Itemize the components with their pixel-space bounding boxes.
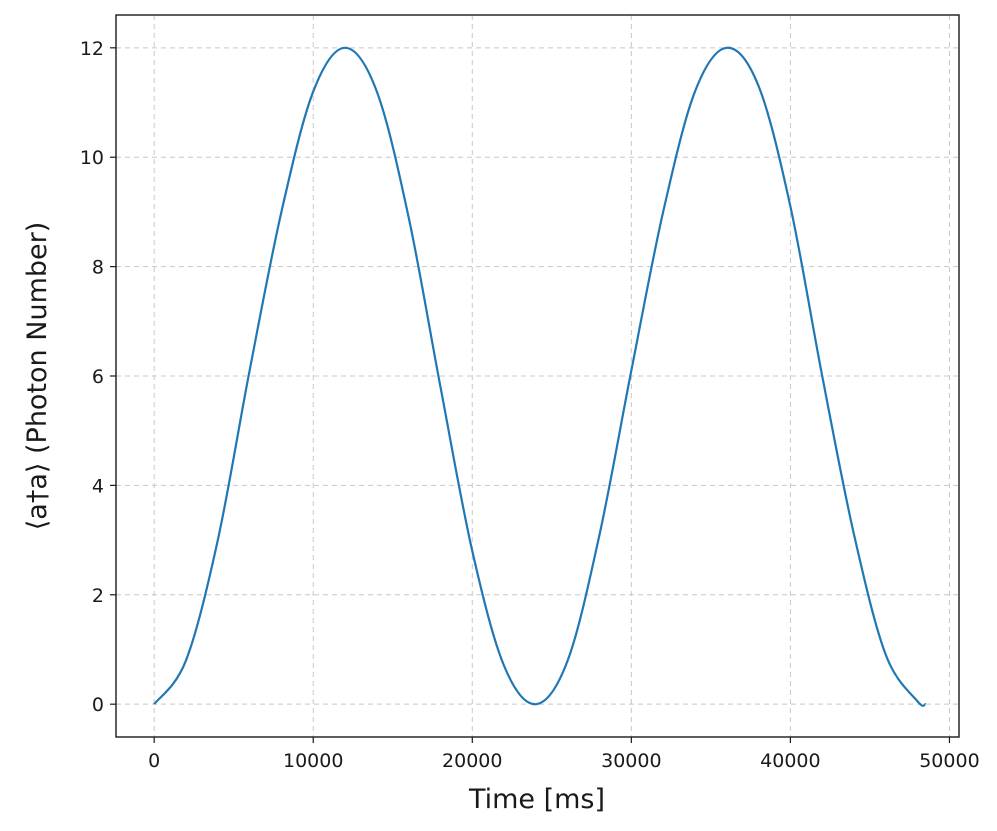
x-tick-label: 30000 [601,750,661,772]
y-tick-label: 4 [92,475,104,497]
x-tick-label: 40000 [760,750,820,772]
x-tick-label: 10000 [283,750,343,772]
x-tick-label: 50000 [919,750,979,772]
series-line [153,46,926,707]
y-tick-label: 0 [92,694,104,716]
y-tick-label: 8 [92,257,104,279]
x-axis: 0 10000 20000 30000 40000 50000 [148,737,980,772]
y-tick-label: 2 [92,585,104,607]
x-axis-label: Time [ms] [468,784,605,815]
y-tick-label: 6 [92,366,104,388]
y-tick-label: 12 [80,38,104,60]
x-tick-label: 0 [148,750,160,772]
y-axis-label: ⟨a†a⟩ (Photon Number) [22,222,53,530]
x-tick-label: 20000 [442,750,502,772]
y-tick-label: 10 [80,147,104,169]
grid [116,15,959,737]
y-axis: 0 2 4 6 8 10 12 [80,38,116,716]
series-layer [153,46,926,707]
